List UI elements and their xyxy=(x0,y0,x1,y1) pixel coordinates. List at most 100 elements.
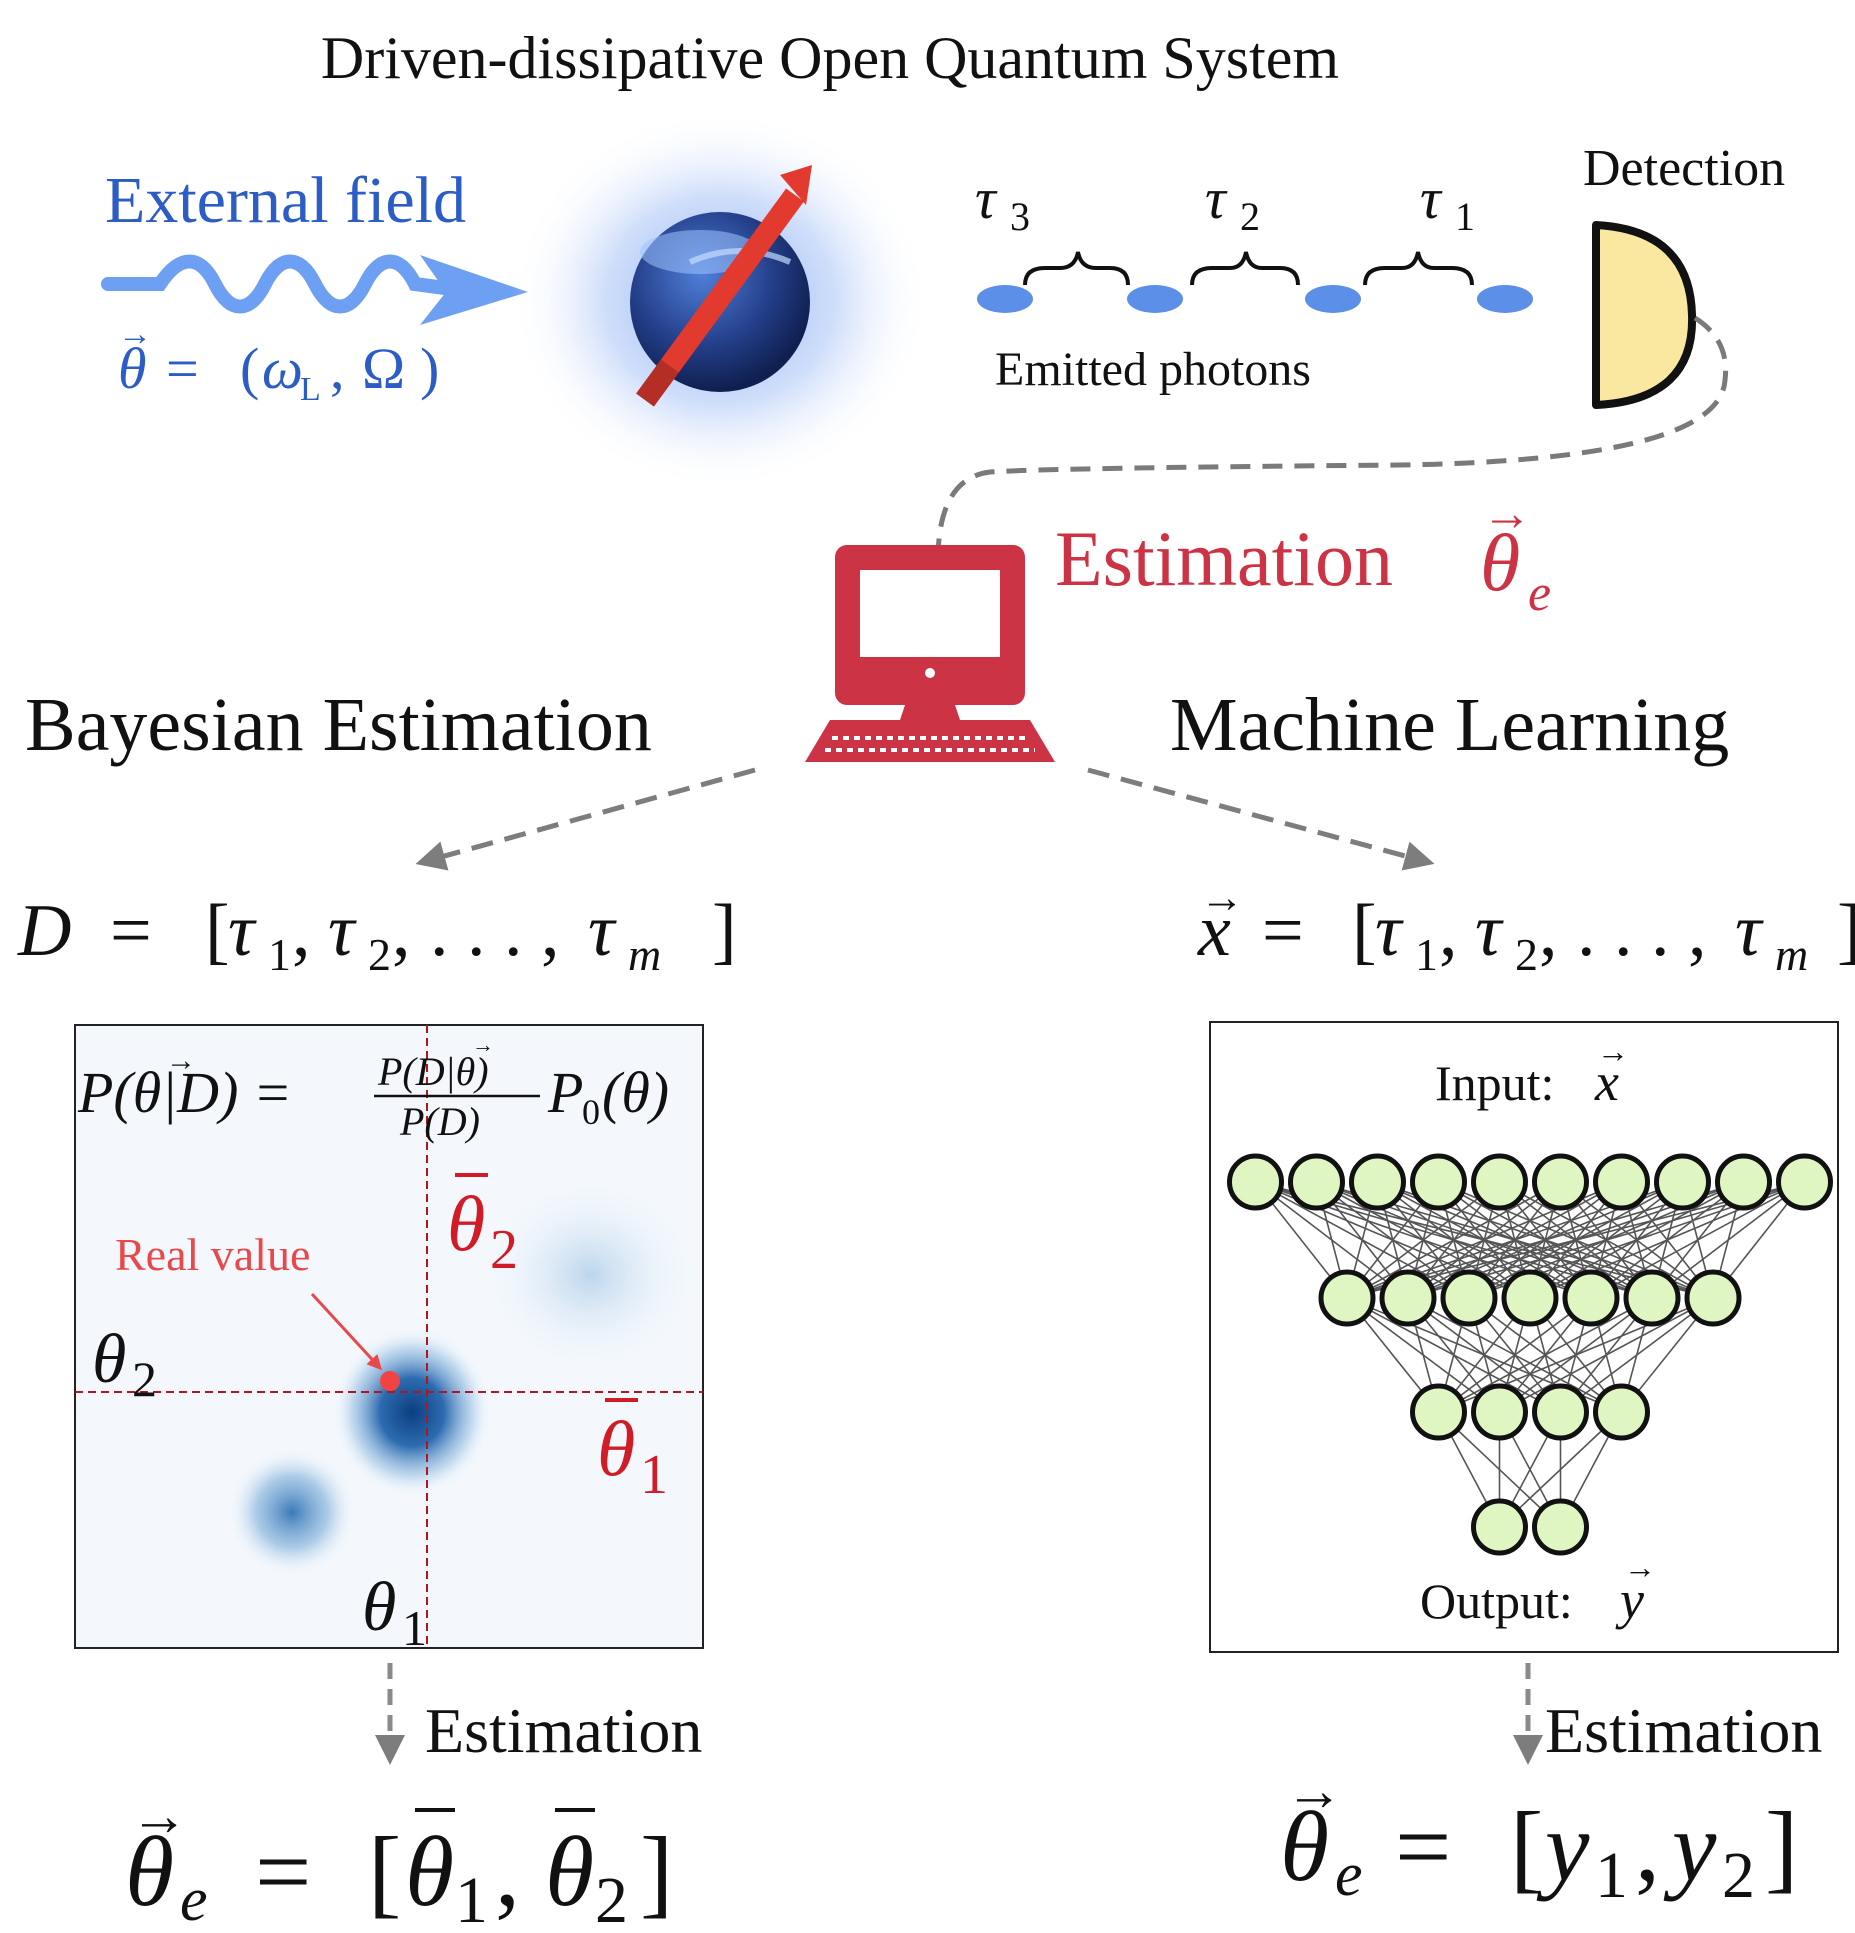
ml-data-eq: x → = [ τ 1 , τ 2 , . . . , τ m ] xyxy=(1197,873,1855,980)
nn-node-layer-2 xyxy=(1318,1269,1376,1327)
svg-text:→: → xyxy=(1200,873,1244,922)
arrow-to-ml xyxy=(1087,767,1435,871)
photons xyxy=(977,285,1533,313)
svg-text:1: 1 xyxy=(640,1444,668,1506)
svg-text:=: = xyxy=(255,1816,311,1927)
photon-dot xyxy=(1127,285,1183,313)
nn-node-layer-2 xyxy=(1440,1269,1498,1327)
svg-text:D: D xyxy=(17,890,71,972)
nn-node-layer-1 xyxy=(1349,1153,1406,1211)
nn-output-label: Output: y → xyxy=(1420,1549,1656,1630)
nn-node-layer-2 xyxy=(1623,1269,1681,1327)
svg-text:,: , xyxy=(292,890,311,972)
svg-text:→: → xyxy=(1285,1758,1343,1823)
nn-node-layer-1 xyxy=(1532,1153,1589,1211)
svg-text:2: 2 xyxy=(595,1864,628,1933)
svg-text:θ: θ xyxy=(545,1816,594,1927)
svg-text:→: → xyxy=(1624,1549,1656,1585)
svg-text:2: 2 xyxy=(1722,1839,1755,1912)
bayes-result: θ → e = [ θ 1 , θ 2 ] xyxy=(125,1783,673,1933)
bayesian-heading: Bayesian Estimation xyxy=(25,683,652,767)
svg-text:θ: θ xyxy=(447,1180,485,1267)
photon-dot xyxy=(1305,285,1361,313)
svg-text:2: 2 xyxy=(1515,929,1538,980)
svg-text:P(D): P(D) xyxy=(399,1099,480,1144)
nn-node-layer-2 xyxy=(1562,1269,1620,1327)
svg-text:→: → xyxy=(1597,1033,1629,1069)
nn-edge xyxy=(1346,1181,1561,1299)
detector-icon xyxy=(1592,221,1697,409)
svg-text:→: → xyxy=(118,316,152,353)
diagram-title: Driven-dissipative Open Quantum System xyxy=(321,25,1339,91)
svg-text:3: 3 xyxy=(1010,194,1030,239)
nn-node-layer-1 xyxy=(1593,1153,1650,1211)
svg-text:θ: θ xyxy=(92,1321,126,1398)
nn-edge xyxy=(1651,1181,1805,1299)
svg-text:τ: τ xyxy=(1205,166,1228,231)
nn-node-layer-3 xyxy=(1593,1383,1650,1441)
svg-text:(: ( xyxy=(240,336,259,401)
svg-text:]: ] xyxy=(640,1816,673,1927)
interval-braces xyxy=(1023,251,1474,286)
svg-text:e: e xyxy=(1335,1841,1363,1909)
svg-text:y: y xyxy=(1536,1791,1590,1902)
svg-text:. . . ,: . . . , xyxy=(430,890,560,972)
svg-text:P(θ|D) =: P(θ|D) = xyxy=(77,1060,292,1125)
nn-node-layer-1 xyxy=(1776,1153,1833,1211)
svg-text:,: , xyxy=(495,1816,520,1927)
theta-params: θ → = ( ω L , Ω ) xyxy=(118,316,439,408)
svg-text:1: 1 xyxy=(1455,194,1475,239)
posterior-plot xyxy=(74,1024,704,1649)
svg-text:e: e xyxy=(1528,565,1551,622)
photon-dot xyxy=(977,285,1033,313)
estimation-center: Estimation θ → e xyxy=(1055,485,1551,622)
svg-text:θ: θ xyxy=(1280,1791,1329,1902)
svg-text:Output:: Output: xyxy=(1420,1573,1573,1629)
theta1-label: θ 1 xyxy=(362,1569,427,1656)
svg-text:[: [ xyxy=(1352,890,1377,972)
nn-node-layer-2 xyxy=(1379,1269,1437,1327)
svg-text:→: → xyxy=(472,1032,494,1057)
svg-text:[: [ xyxy=(205,890,230,972)
svg-text:0: 0 xyxy=(582,1092,600,1132)
svg-text:1: 1 xyxy=(1595,1839,1628,1912)
svg-text:x: x xyxy=(1197,890,1231,972)
svg-text:τ: τ xyxy=(588,890,617,972)
computer-icon xyxy=(805,545,1055,762)
ml-heading: Machine Learning xyxy=(1170,683,1729,767)
posterior-peak-main xyxy=(332,1327,492,1497)
nn-node-layer-3 xyxy=(1532,1383,1589,1441)
nn-node-layer-3 xyxy=(1471,1383,1528,1441)
external-field-label: External field xyxy=(105,164,466,237)
svg-text:(θ): (θ) xyxy=(602,1060,669,1125)
svg-text:,: , xyxy=(1539,890,1558,972)
bayes-data-eq: D = [ τ 1 , τ 2 , . . . , τ m ] xyxy=(17,890,737,980)
svg-text:τ: τ xyxy=(975,166,998,231)
bayes-estimation-label: Estimation xyxy=(425,1695,702,1766)
svg-text:P: P xyxy=(547,1060,583,1125)
svg-text:=: = xyxy=(166,336,199,401)
svg-text:1: 1 xyxy=(1415,929,1438,980)
svg-text:): ) xyxy=(420,336,439,401)
svg-text:]: ] xyxy=(712,890,737,972)
svg-text:τ: τ xyxy=(1375,890,1404,972)
svg-text:y: y xyxy=(1663,1791,1717,1902)
svg-text:x: x xyxy=(1594,1052,1619,1112)
posterior-formula: P(θ|D) = → P(D|θ) → P(D) P 0 (θ) xyxy=(77,1032,669,1144)
nn-input-label: Input: x → xyxy=(1435,1033,1629,1112)
nn-node-layer-1 xyxy=(1410,1153,1467,1211)
svg-text:1: 1 xyxy=(402,1600,427,1656)
svg-text:m: m xyxy=(1775,929,1808,980)
svg-text:θ: θ xyxy=(405,1816,454,1927)
svg-text:. . . ,: . . . , xyxy=(1577,890,1707,972)
svg-text:θ: θ xyxy=(118,336,147,401)
svg-text:ω: ω xyxy=(262,336,303,401)
photon-dot xyxy=(1477,285,1533,313)
posterior-peak-secondary xyxy=(227,1447,357,1577)
svg-text:P(D|θ): P(D|θ) xyxy=(377,1049,489,1094)
nn-edge xyxy=(1346,1181,1500,1299)
svg-text:2: 2 xyxy=(1240,194,1260,239)
theta1-bar-label: θ 1 xyxy=(597,1398,668,1506)
svg-text:=: = xyxy=(1395,1791,1451,1902)
